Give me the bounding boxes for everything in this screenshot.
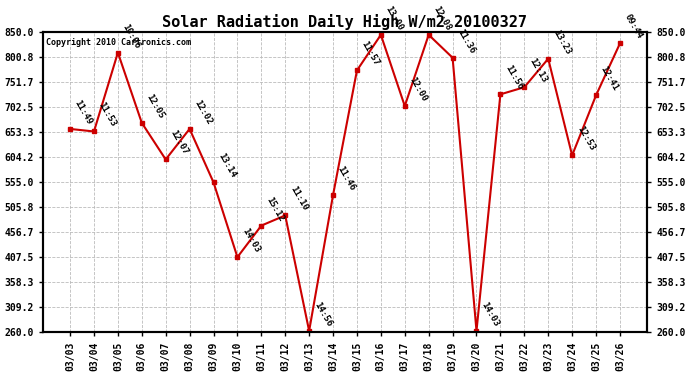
Text: 13:23: 13:23 <box>551 28 572 56</box>
Text: 14:03: 14:03 <box>240 226 262 254</box>
Text: 11:36: 11:36 <box>455 27 477 55</box>
Text: 10:06: 10:06 <box>121 22 142 50</box>
Text: 12:41: 12:41 <box>599 65 620 93</box>
Text: 12:08: 12:08 <box>431 4 453 32</box>
Text: 12:53: 12:53 <box>575 125 596 153</box>
Text: 14:03: 14:03 <box>480 300 500 328</box>
Text: 11:57: 11:57 <box>359 40 381 68</box>
Text: 15:12: 15:12 <box>264 195 286 223</box>
Text: 11:49: 11:49 <box>73 98 94 126</box>
Text: 14:56: 14:56 <box>312 300 333 328</box>
Text: 12:00: 12:00 <box>408 75 428 103</box>
Text: 12:07: 12:07 <box>168 129 190 157</box>
Title: Solar Radiation Daily High W/m2 20100327: Solar Radiation Daily High W/m2 20100327 <box>163 14 527 30</box>
Text: 12:02: 12:02 <box>193 98 214 126</box>
Text: 12:05: 12:05 <box>145 92 166 120</box>
Text: 11:56: 11:56 <box>503 64 524 92</box>
Text: 09:44: 09:44 <box>622 13 644 40</box>
Text: 11:46: 11:46 <box>336 165 357 192</box>
Text: 11:53: 11:53 <box>97 101 118 129</box>
Text: 11:10: 11:10 <box>288 185 309 213</box>
Text: 12:13: 12:13 <box>527 57 549 84</box>
Text: 13:14: 13:14 <box>216 152 237 180</box>
Text: Copyright 2010 Cartronics.com: Copyright 2010 Cartronics.com <box>46 38 190 47</box>
Text: 13:00: 13:00 <box>384 4 405 32</box>
